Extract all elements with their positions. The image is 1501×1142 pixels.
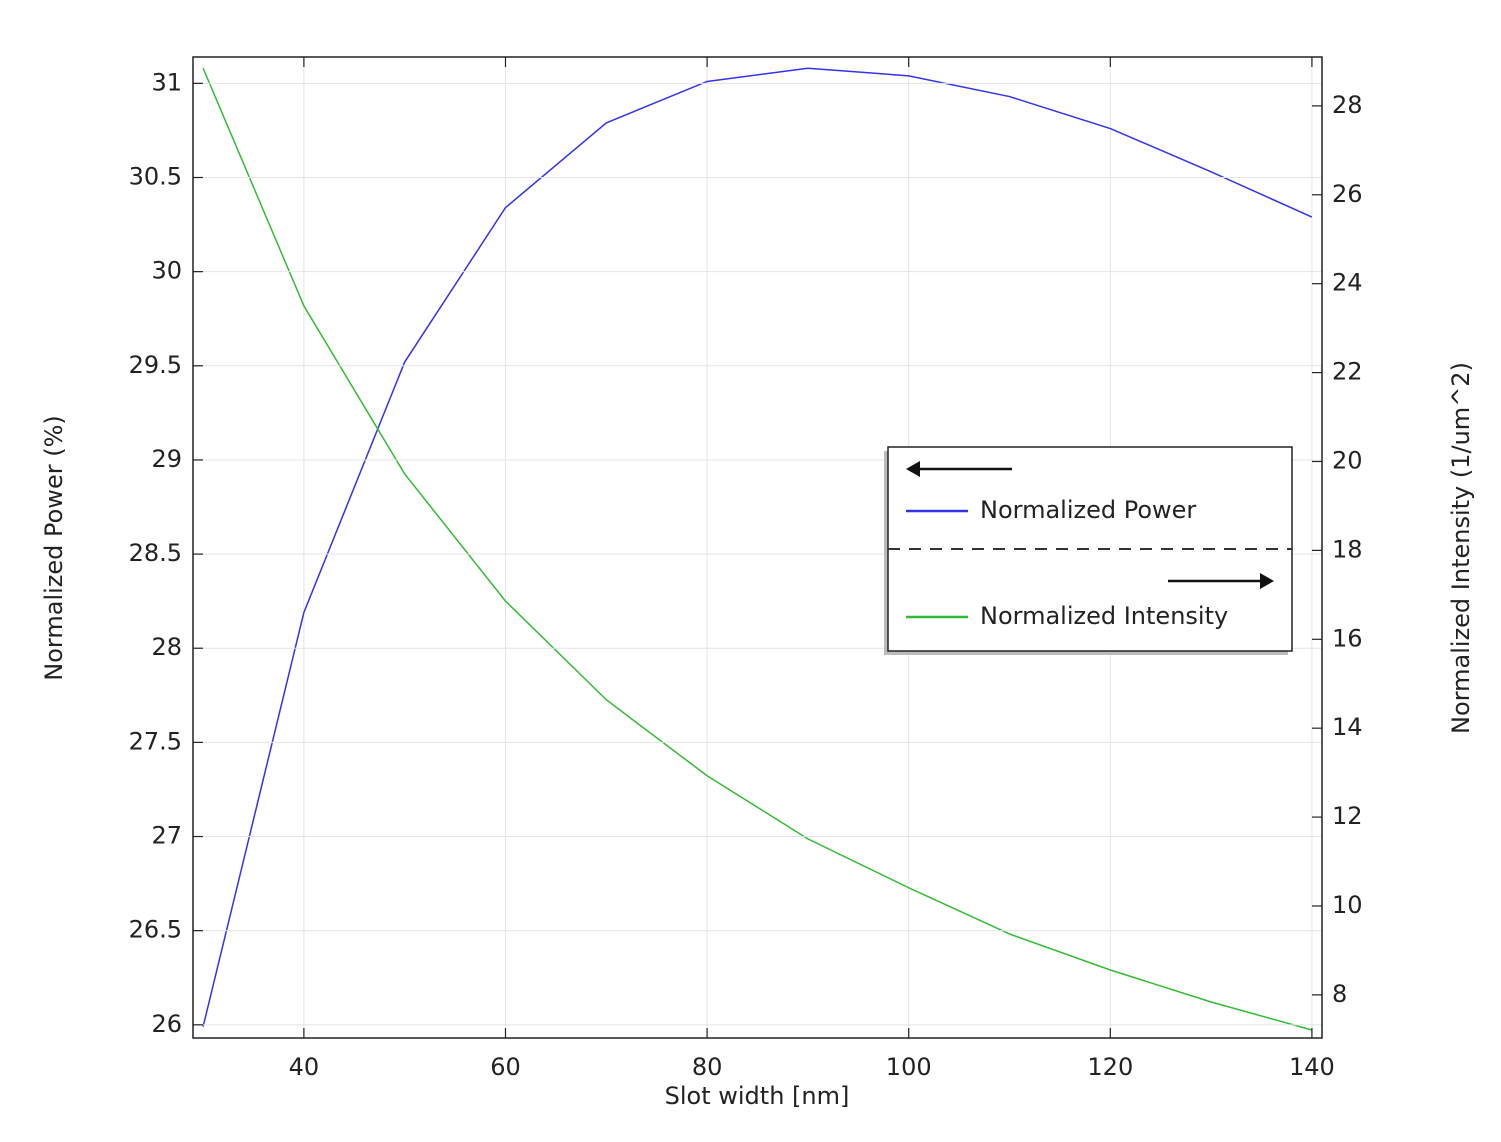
x-tick-label: 100 [886,1053,932,1081]
x-tick-label: 140 [1289,1053,1335,1081]
x-tick-label: 120 [1087,1053,1133,1081]
x-tick-label: 40 [289,1053,320,1081]
legend-arrow-right-head [1260,573,1274,589]
legend: Normalized Power Normalized Intensity [884,446,1293,655]
y2-tick-label: 20 [1332,446,1363,474]
y2-tick-label: 8 [1332,980,1347,1008]
y2-tick-label: 10 [1332,891,1363,919]
y-tick-label: 26.5 [129,916,182,944]
y-tick-label: 31 [151,68,182,96]
plot-frame [192,56,1323,1039]
y2-tick-label: 28 [1332,91,1363,119]
y-tick-label: 29 [151,445,182,473]
y-tick-label: 30.5 [129,163,182,191]
y2-axis-label: Normalized Intensity (1/um^2) [1447,362,1475,734]
y2-tick-label: 26 [1332,180,1363,208]
legend-label: Normalized Power [980,496,1196,524]
y2-tick-label: 18 [1332,535,1363,563]
y-axis-label: Normalized Power (%) [40,415,68,680]
y-tick-label: 29.5 [129,351,182,379]
y-tick-label: 28 [151,633,182,661]
y-tick-label: 27.5 [129,727,182,755]
y2-tick-label: 16 [1332,624,1363,652]
y-tick-label: 26 [151,1010,182,1038]
y2-tick-label: 24 [1332,269,1363,297]
series-line [202,67,1313,1027]
legend-arrow-left-head [906,461,920,477]
y2-tick-label: 22 [1332,358,1363,386]
x-tick-label: 60 [490,1053,521,1081]
y2-tick-label: 14 [1332,713,1363,741]
legend-label: Normalized Intensity [980,602,1228,630]
y-tick-label: 27 [151,822,182,850]
series-line [202,67,1313,1031]
x-tick-label: 80 [692,1053,723,1081]
y-tick-label: 28.5 [129,539,182,567]
y-tick-label: 30 [151,257,182,285]
y2-tick-label: 12 [1332,802,1363,830]
x-axis-label: Slot width [nm] [665,1082,850,1110]
